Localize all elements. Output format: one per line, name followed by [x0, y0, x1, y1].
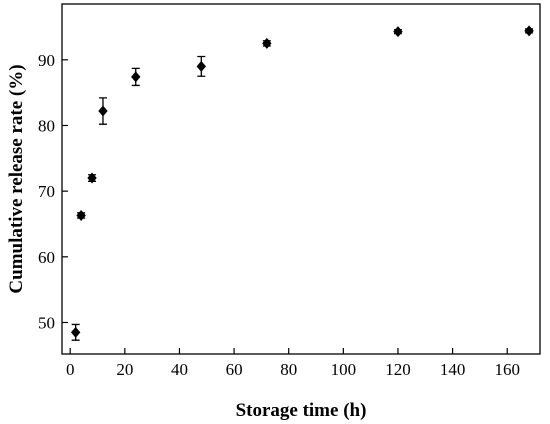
- x-tick-label: 60: [226, 360, 243, 379]
- y-tick-label: 70: [38, 182, 55, 201]
- data-point: [262, 37, 272, 49]
- y-tick-label: 80: [38, 116, 55, 135]
- x-tick-label: 40: [171, 360, 188, 379]
- x-axis-ticks: 0 20 40 60 80 100 120 140 160: [66, 348, 520, 379]
- x-tick-label: 160: [494, 360, 520, 379]
- data-point: [70, 326, 81, 338]
- y-tick-label: 60: [38, 248, 55, 267]
- y-axis-label: Cumulative release rate (%): [6, 64, 27, 293]
- data-point: [131, 71, 141, 83]
- data-point: [524, 25, 534, 37]
- data-point: [98, 105, 108, 117]
- y-tick-label: 50: [38, 313, 55, 332]
- data-point: [76, 209, 86, 221]
- y-axis-ticks: 50 60 70 80 90: [38, 51, 68, 332]
- data-points: [70, 25, 534, 341]
- x-tick-label: 120: [385, 360, 411, 379]
- x-tick-label: 100: [331, 360, 357, 379]
- y-tick-label: 90: [38, 51, 55, 70]
- x-tick-label: 80: [280, 360, 297, 379]
- x-axis-label: Storage time (h): [236, 400, 367, 421]
- data-point: [196, 60, 207, 72]
- x-tick-label: 0: [66, 360, 75, 379]
- x-tick-label: 140: [440, 360, 466, 379]
- data-point: [393, 26, 403, 38]
- x-tick-label: 20: [116, 360, 133, 379]
- data-point: [87, 172, 97, 184]
- plot-frame: [61, 3, 541, 355]
